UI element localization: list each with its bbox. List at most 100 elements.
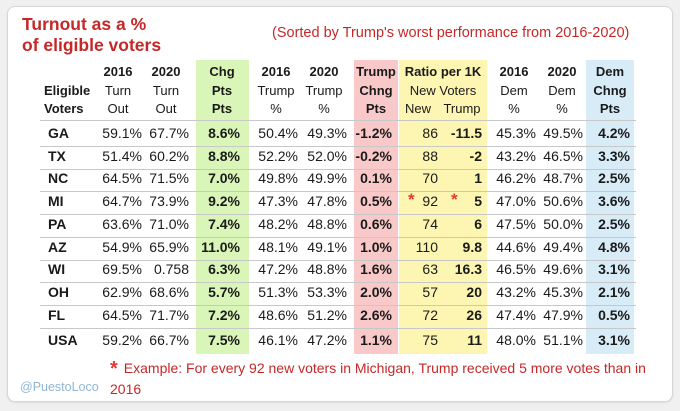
cell-t16: 59.1% (102, 125, 142, 141)
header-ratio: Ratio per 1K (404, 64, 482, 79)
cell-dchg: 3.1% (598, 332, 630, 348)
cell-trump: 16.3 (454, 261, 482, 277)
grid-line (40, 260, 636, 261)
cell-trump: 11 (467, 332, 482, 348)
cell-d20: 45.3% (543, 284, 583, 300)
grid-line (40, 120, 636, 121)
cell-new: 110 (415, 239, 438, 255)
cell-trump: 9.8 (462, 239, 482, 255)
title-line-1: Turnout as a % (22, 14, 147, 34)
cell-new: 57 (422, 284, 438, 300)
cell-tr20: 51.2% (307, 307, 347, 323)
table-card (7, 6, 673, 402)
cell-d20: 50.0% (543, 216, 583, 232)
header-turnout-2020: 2020 (151, 64, 181, 79)
title-line-2: of eligible voters (22, 35, 162, 55)
subheader-turnout-2016: Turn (104, 83, 132, 98)
subheader-trump-2020: Trump (305, 83, 343, 98)
cell-chg: 8.6% (208, 125, 240, 141)
subheader-chg: Pts (211, 83, 233, 98)
footnote-text: Example: For every 92 new voters in Mich… (110, 360, 646, 397)
unit-header-dem-2016: % (508, 101, 520, 116)
cell-d20: 50.6% (543, 193, 583, 209)
cell-state: USA (48, 332, 78, 348)
cell-d16: 46.2% (496, 170, 536, 186)
cell-d20: 46.5% (543, 148, 583, 164)
cell-tr16: 52.2% (258, 148, 298, 164)
cell-t20: 66.7% (149, 332, 189, 348)
cell-t20: 68.6% (149, 284, 189, 300)
cell-t16: 64.5% (102, 307, 142, 323)
cell-tr20: 48.8% (307, 261, 347, 277)
cell-trump: 5 (474, 193, 482, 209)
cell-state: OH (48, 284, 69, 300)
cell-d16: 46.5% (496, 261, 536, 277)
cell-state: AZ (48, 239, 67, 255)
header-voters: Voters (44, 101, 84, 116)
cell-trump: 26 (466, 307, 482, 323)
cell-trchg: 0.1% (360, 170, 392, 186)
subtitle: (Sorted by Trump's worst performance fro… (272, 25, 630, 41)
cell-new: 72 (422, 307, 438, 323)
cell-dchg: 4.8% (598, 239, 630, 255)
cell-d16: 45.3% (496, 125, 536, 141)
cell-t20: 65.9% (149, 239, 189, 255)
cell-d20: 49.5% (543, 125, 583, 141)
cell-t16: 63.6% (102, 216, 142, 232)
unit-header-dem-chng: Pts (599, 101, 621, 116)
cell-t16: 62.9% (102, 284, 142, 300)
cell-trchg: 2.0% (360, 284, 392, 300)
cell-tr20: 48.8% (307, 216, 347, 232)
cell-chg: 7.5% (208, 332, 240, 348)
cell-t16: 59.2% (102, 332, 142, 348)
subheader-dem-2016: Dem (500, 83, 528, 98)
cell-dchg: 3.1% (598, 261, 630, 277)
cell-new: 92 (422, 193, 438, 209)
cell-t20: 71.7% (149, 307, 189, 323)
cell-chg: 8.8% (208, 148, 240, 164)
grid-line (40, 214, 636, 215)
cell-trchg: 0.5% (360, 193, 392, 209)
cell-state: MI (48, 193, 64, 209)
header-turnout-2016: 2016 (103, 64, 133, 79)
cell-d20: 48.7% (543, 170, 583, 186)
unit-header-turnout-2020: Out (155, 101, 177, 116)
cell-t16: 64.7% (102, 193, 142, 209)
cell-d16: 43.2% (496, 284, 536, 300)
subheader-trump-chng: Chng (359, 83, 393, 98)
cell-tr16: 47.3% (258, 193, 298, 209)
cell-t16: 69.5% (102, 261, 142, 277)
cell-d16: 43.2% (496, 148, 536, 164)
cell-d20: 47.9% (543, 307, 583, 323)
cell-t16: 64.5% (102, 170, 142, 186)
cell-d16: 44.6% (496, 239, 536, 255)
cell-t16: 51.4% (102, 148, 142, 164)
cell-t20: 71.0% (149, 216, 189, 232)
cell-chg: 7.2% (208, 307, 240, 323)
unit-header-trump-2020: % (318, 101, 330, 116)
cell-state: NC (48, 170, 69, 186)
cell-t20: 73.9% (149, 193, 189, 209)
cell-state: FL (48, 307, 66, 323)
cell-trchg: 1.1% (360, 332, 392, 348)
cell-t20: 0.758 (153, 261, 189, 277)
cell-trchg: 1.0% (360, 239, 392, 255)
subheader-trump-2016: Trump (257, 83, 295, 98)
cell-dchg: 3.3% (598, 148, 630, 164)
grid-line (40, 237, 636, 238)
header-chg: Chg (209, 64, 235, 79)
cell-trump: 6 (474, 216, 482, 232)
cell-trchg: 2.6% (360, 307, 392, 323)
cell-tr20: 49.9% (307, 170, 347, 186)
cell-t20: 71.5% (149, 170, 189, 186)
cell-new: 88 (422, 148, 438, 164)
cell-t20: 67.7% (149, 125, 189, 141)
cell-new: 75 (422, 332, 438, 348)
cell-trchg: -1.2% (355, 125, 392, 141)
cell-tr20: 52.0% (307, 148, 347, 164)
cell-new: 63 (422, 261, 438, 277)
cell-tr16: 50.4% (258, 125, 298, 141)
cell-dchg: 0.5% (598, 307, 630, 323)
grid-line (40, 146, 636, 147)
cell-d20: 49.6% (543, 261, 583, 277)
